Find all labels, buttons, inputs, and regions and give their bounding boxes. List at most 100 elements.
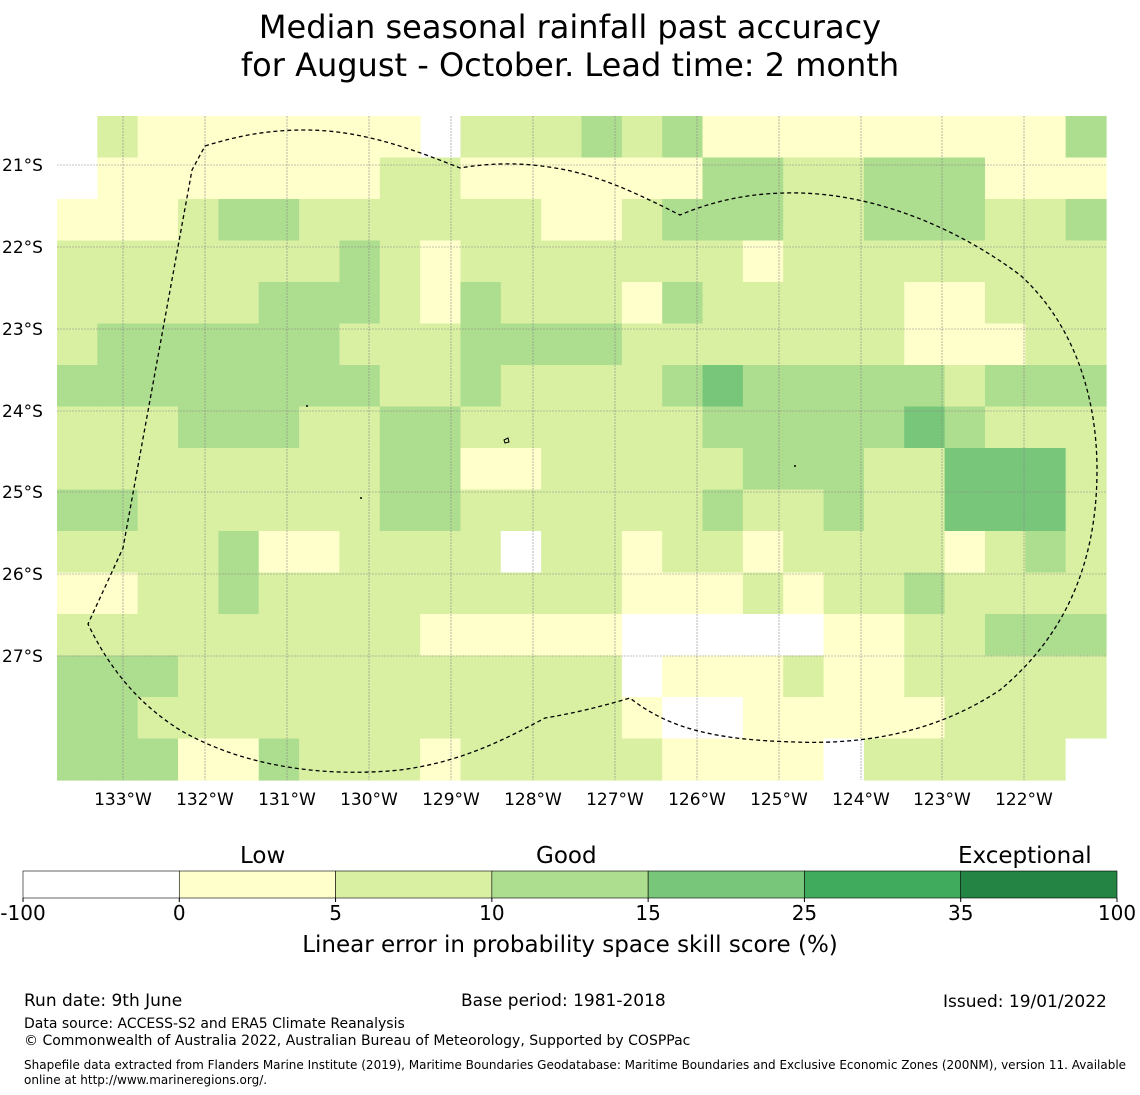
grid-cell [823, 116, 865, 159]
grid-cell [500, 738, 542, 781]
grid-cell [984, 406, 1026, 449]
grid-cell [783, 365, 825, 408]
grid-cell [1025, 738, 1067, 781]
grid-cell [984, 531, 1026, 574]
grid-cell [500, 323, 542, 366]
grid-cell [904, 157, 946, 200]
grid-cell [420, 448, 462, 491]
grid-cell [339, 157, 381, 200]
grid-cell [742, 531, 784, 574]
grid-cell [299, 614, 341, 657]
grid-cell [137, 323, 179, 366]
grid-cell [178, 157, 219, 200]
grid-cell [420, 323, 462, 366]
grid-cell [178, 240, 219, 283]
grid-cell [1065, 406, 1107, 449]
grid-cell [218, 323, 260, 366]
lon-label: 123°W [913, 790, 971, 810]
grid-cell [621, 406, 663, 449]
grid-cell [904, 240, 946, 283]
grid-cell [904, 406, 946, 449]
grid-cell [500, 240, 542, 283]
grid-cell [420, 240, 462, 283]
grid-cell [581, 157, 623, 200]
grid-cell [621, 240, 663, 283]
grid-cell [460, 572, 502, 615]
grid-cell [541, 282, 583, 325]
grid-cell [863, 655, 905, 698]
grid-cell [662, 157, 704, 200]
grid-cell [621, 489, 663, 532]
grid-cell [137, 199, 179, 242]
grid-cell [621, 448, 663, 491]
grid-cell [541, 572, 583, 615]
grid-cell [97, 365, 139, 408]
grid-cell [984, 697, 1026, 740]
lon-label: 128°W [504, 790, 562, 810]
grid-cell [1065, 116, 1107, 159]
grid-cell [258, 323, 300, 366]
lon-label: 133°W [94, 790, 152, 810]
grid-cell [339, 199, 381, 242]
grid-cell [702, 697, 744, 740]
lon-label: 125°W [750, 790, 808, 810]
lon-label: 127°W [586, 790, 644, 810]
grid-cell [944, 116, 986, 159]
graticule [57, 116, 1106, 780]
grid-cell [299, 365, 341, 408]
grid-cell [621, 655, 663, 698]
grid-cell [621, 738, 663, 781]
grid-cell [984, 240, 1026, 283]
grid-cell [420, 282, 462, 325]
grid-cell [178, 614, 219, 657]
grid-cell [944, 614, 986, 657]
grid-cell [1065, 738, 1107, 781]
island-2 [306, 405, 308, 407]
grid-cell [500, 531, 542, 574]
grid-cell [944, 406, 986, 449]
colorbar-tick-label: -100 [0, 901, 45, 925]
grid-cell [541, 697, 583, 740]
grid-cell [460, 697, 502, 740]
grid-cell [500, 116, 542, 159]
grid-cell [57, 572, 98, 615]
grid-cell [460, 614, 502, 657]
grid-cell [621, 157, 663, 200]
grid-cell [460, 406, 502, 449]
grid-cell [299, 531, 341, 574]
grid-cell [541, 489, 583, 532]
grid-cell [299, 655, 341, 698]
grid-cell [500, 697, 542, 740]
colorbar-label-low: Low [240, 843, 286, 869]
grid-cell [218, 489, 260, 532]
grid-cell [581, 448, 623, 491]
grid-cell [299, 116, 341, 159]
grid-cell [823, 240, 865, 283]
grid-cell [662, 655, 704, 698]
lat-label: 26°S [2, 565, 43, 585]
grid-cell [984, 738, 1026, 781]
grid-cell [299, 282, 341, 325]
grid-cell [500, 365, 542, 408]
grid-cell [178, 323, 219, 366]
grid-cell [581, 240, 623, 283]
grid-cell [662, 697, 704, 740]
grid-cell [984, 489, 1026, 532]
grid-cell [904, 572, 946, 615]
grid-cell [944, 531, 986, 574]
colorbar-segment [491, 870, 649, 899]
grid-cell [581, 406, 623, 449]
grid-cell [420, 614, 462, 657]
grid-cell [258, 157, 300, 200]
colorbar-segment [647, 870, 805, 899]
grid-cell [904, 365, 946, 408]
grid-cell [783, 697, 825, 740]
grid-cell [57, 323, 98, 366]
grid-cell [702, 531, 744, 574]
grid-cell [299, 323, 341, 366]
grid-cell [581, 282, 623, 325]
grid-cell [339, 116, 381, 159]
grid-cell [662, 365, 704, 408]
grid-cell [500, 448, 542, 491]
grid-cell [742, 365, 784, 408]
